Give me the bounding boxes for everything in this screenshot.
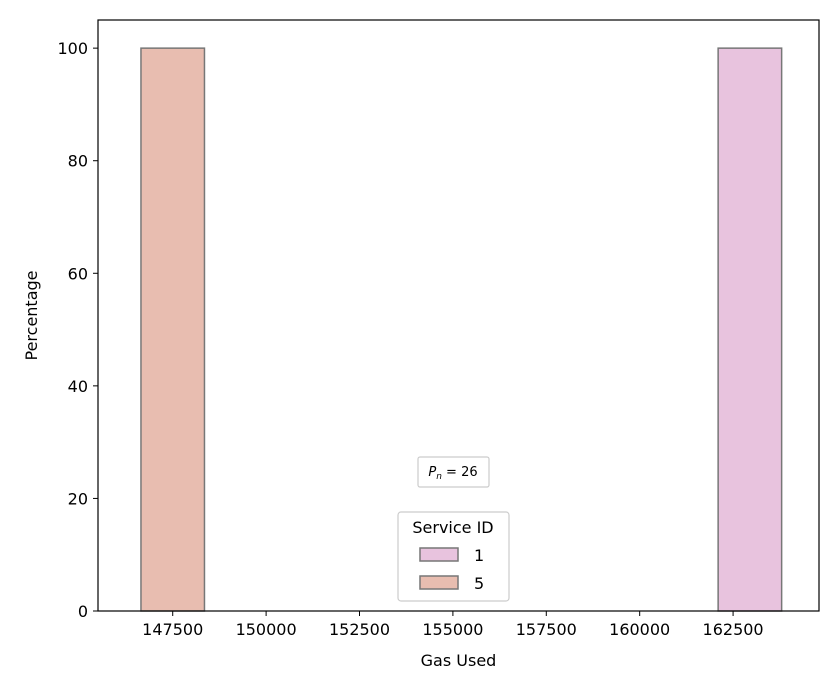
annotation-text: Pn = 26 (428, 465, 477, 482)
bars-layer (140, 47, 783, 612)
legend-items: 15 (419, 546, 484, 593)
legend-swatch-5 (419, 575, 459, 590)
legend-label-5: 5 (474, 574, 484, 593)
bar-service-5 (140, 47, 206, 612)
x-axis-label: Gas Used (421, 651, 497, 670)
x-tick-label: 162500 (703, 620, 764, 639)
x-tick-label: 147500 (142, 620, 203, 639)
annotation-box (417, 456, 490, 488)
annotation-rest: = 26 (442, 465, 478, 480)
y-axis-label: Percentage (22, 270, 41, 360)
legend-swatch-1 (419, 547, 459, 562)
x-tick-label: 152500 (329, 620, 390, 639)
bar-service-1 (717, 47, 783, 612)
y-axis: 0 20 40 60 80 100 (57, 39, 98, 621)
y-tick-label: 40 (68, 377, 88, 396)
y-tick-label: 80 (68, 152, 88, 171)
plot-frame (97, 19, 820, 612)
y-tick-label: 0 (78, 602, 88, 621)
legend-title: Service ID (412, 518, 493, 537)
legend: Service ID 15 (397, 511, 510, 602)
x-tick-label: 150000 (236, 620, 297, 639)
y-tick-label: 20 (68, 489, 88, 508)
sample-size-annotation: Pn = 26 (417, 456, 490, 488)
y-tick-label: 100 (57, 39, 88, 58)
annotation-sub: n (436, 472, 442, 482)
annotation-main: P (428, 465, 436, 480)
x-tick-label: 160000 (609, 620, 670, 639)
y-tick-label: 60 (68, 264, 88, 283)
x-tick-label: 155000 (422, 620, 483, 639)
legend-label-1: 1 (474, 546, 484, 565)
x-tick-label: 157500 (516, 620, 577, 639)
x-axis: 147500 150000 152500 155000 157500 160000 1625… (142, 611, 764, 639)
